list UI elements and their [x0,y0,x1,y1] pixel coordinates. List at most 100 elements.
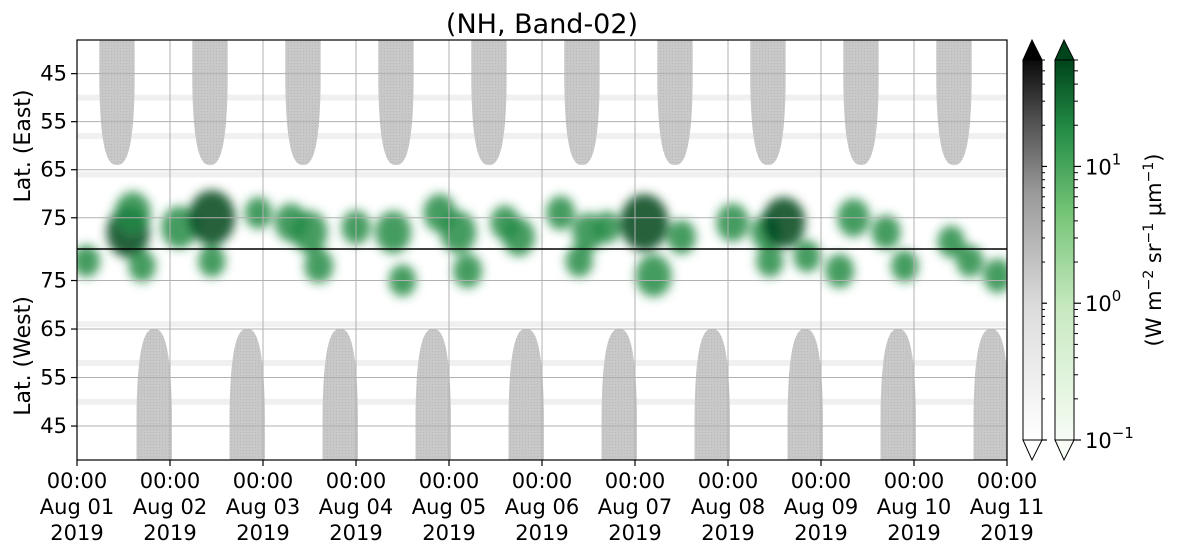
emission-patch [244,196,272,230]
x-tick-label: 00:00 [140,469,201,493]
gap-east [285,40,321,165]
grid-lines [77,40,1007,460]
x-tick-label: Aug 09 [784,495,858,519]
x-tick-label: Aug 07 [598,495,672,519]
chart-title: (NH, Band-02) [446,9,638,40]
y-tick-label: 45 [40,414,67,438]
emission-patch [198,245,226,278]
x-tick-label: 00:00 [233,469,294,493]
x-tick-label: 00:00 [698,469,759,493]
gap-east [750,40,786,165]
emission-patch [453,253,483,288]
y-tick-label: 75 [40,206,67,230]
colorbar-green-min-arrow [1054,439,1075,462]
x-tick-label: Aug 11 [970,495,1044,519]
emission-patch [440,210,477,254]
colorbar-label: (W m−2 sr−1 μm−1) [1141,154,1166,347]
x-tick-label: Aug 04 [319,495,393,519]
emission-patch [77,245,100,278]
emission-patch [565,245,593,278]
gap-east [192,40,228,165]
gap-west [508,329,544,460]
colorbar-tick-label: 100 [1085,287,1121,316]
emission-patch [891,249,919,283]
gap-west [136,329,172,460]
x-tick-label: 00:00 [605,469,666,493]
emission-patch [114,191,151,235]
gap-east [936,40,972,165]
x-tick-label: 2019 [887,521,940,545]
y-tick-label: 65 [40,317,67,341]
x-tick-label: 00:00 [791,469,852,493]
y-tick-label: 45 [40,62,67,86]
x-tick-label: Aug 01 [40,495,114,519]
colorbar-green-max-arrow [1054,38,1075,61]
emission-patch [304,248,334,284]
gap-west [415,329,451,460]
gap-west [880,329,916,460]
emission-patch [502,217,536,257]
colorbar-ticks: 10−1 100 101 [1042,59,1134,453]
x-tick-label: 00:00 [419,469,480,493]
night-gap-regions [99,40,1007,460]
gap-west [973,329,1007,460]
gap-east [99,40,135,165]
gap-east [378,40,414,165]
emission-patch [546,195,576,231]
x-tick-label: Aug 02 [133,495,207,519]
gap-east [657,40,693,165]
colorbar-gray-max-arrow [1022,38,1043,61]
y-tick-label: 55 [40,366,67,390]
gap-east [564,40,600,165]
x-tick-label: Aug 06 [505,495,579,519]
emission-patch [871,215,901,250]
x-tick-label: Aug 08 [691,495,765,519]
x-tick-label: Aug 03 [226,495,300,519]
x-tick-label: 2019 [329,521,382,545]
y-axis-ticks: 45 55 65 75 75 65 55 45 [40,62,77,438]
emission-patch [666,219,697,255]
x-tick-label: 00:00 [326,469,387,493]
x-tick-label: 2019 [980,521,1033,545]
emission-patch [593,211,621,244]
y-tick-label: 65 [40,158,67,182]
colorbar-gray [1022,38,1043,462]
emission-patch [756,245,784,278]
emission-patch [375,210,412,254]
x-tick-label: 2019 [701,521,754,545]
emission-patch [128,249,156,283]
y-axis-label-west: Lat. (West) [11,296,36,416]
x-tick-label: 2019 [143,521,196,545]
emission-patch [825,253,855,288]
x-tick-label: 00:00 [512,469,573,493]
colorbar-tick-label: 101 [1085,150,1121,179]
x-tick-label: Aug 10 [877,495,951,519]
x-tick-label: 2019 [236,521,289,545]
x-tick-label: 00:00 [884,469,945,493]
emission-patch [793,240,821,273]
gap-west [601,329,637,460]
gap-east [471,40,507,165]
emission-patch [983,258,1007,293]
gap-west [694,329,730,460]
emission-patch [291,210,328,254]
x-tick-label: 00:00 [977,469,1038,493]
emission-patch [956,245,984,278]
x-tick-label: 00:00 [47,469,108,493]
emission-patch [620,193,669,252]
gap-west [787,329,823,460]
x-tick-label: 2019 [794,521,847,545]
gap-west [229,329,265,460]
y-axis-label-east: Lat. (East) [11,90,36,203]
x-tick-label: 2019 [608,521,661,545]
x-tick-label: Aug 05 [412,495,486,519]
x-tick-label: 2019 [422,521,475,545]
emission-patch [937,225,965,258]
colorbar-tick-label: 10−1 [1085,424,1134,453]
emission-patch [716,203,749,242]
x-tick-label: 2019 [50,521,103,545]
gap-east [843,40,879,165]
colorbar-gray-bar [1022,59,1043,441]
